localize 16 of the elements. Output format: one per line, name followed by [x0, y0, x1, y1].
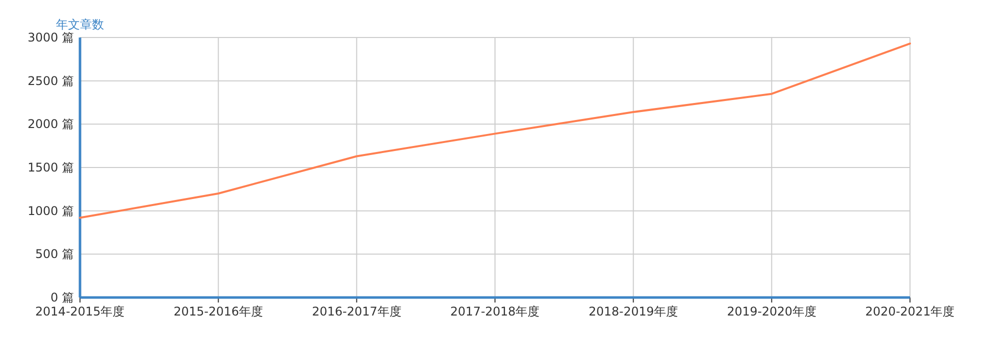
- x-tick-label: 2017-2018年度: [450, 304, 540, 318]
- y-axis-title: 年文章数: [56, 18, 104, 32]
- line-series: [79, 42, 911, 219]
- x-tick-label: 2020-2021年度: [865, 304, 955, 318]
- y-tick-label: 1500 篇: [28, 160, 74, 174]
- y-tick-label: 1000 篇: [28, 204, 74, 218]
- x-tick-label: 2018-2019年度: [588, 304, 678, 318]
- x-tick-label: 2019-2020年度: [726, 304, 816, 318]
- y-tick-label: 3000 篇: [28, 30, 74, 44]
- y-tick-label: 500 篇: [35, 247, 74, 262]
- y-tick-label: 0 篇: [50, 290, 74, 304]
- y-tick-label: 2000 篇: [28, 117, 74, 132]
- x-tick-label: 2015-2016年度: [174, 304, 264, 318]
- y-tick-label: 2500 篇: [28, 74, 74, 88]
- x-tick-label: 2016-2017年度: [312, 304, 402, 318]
- x-tick-label: 2014-2015年度: [35, 304, 125, 318]
